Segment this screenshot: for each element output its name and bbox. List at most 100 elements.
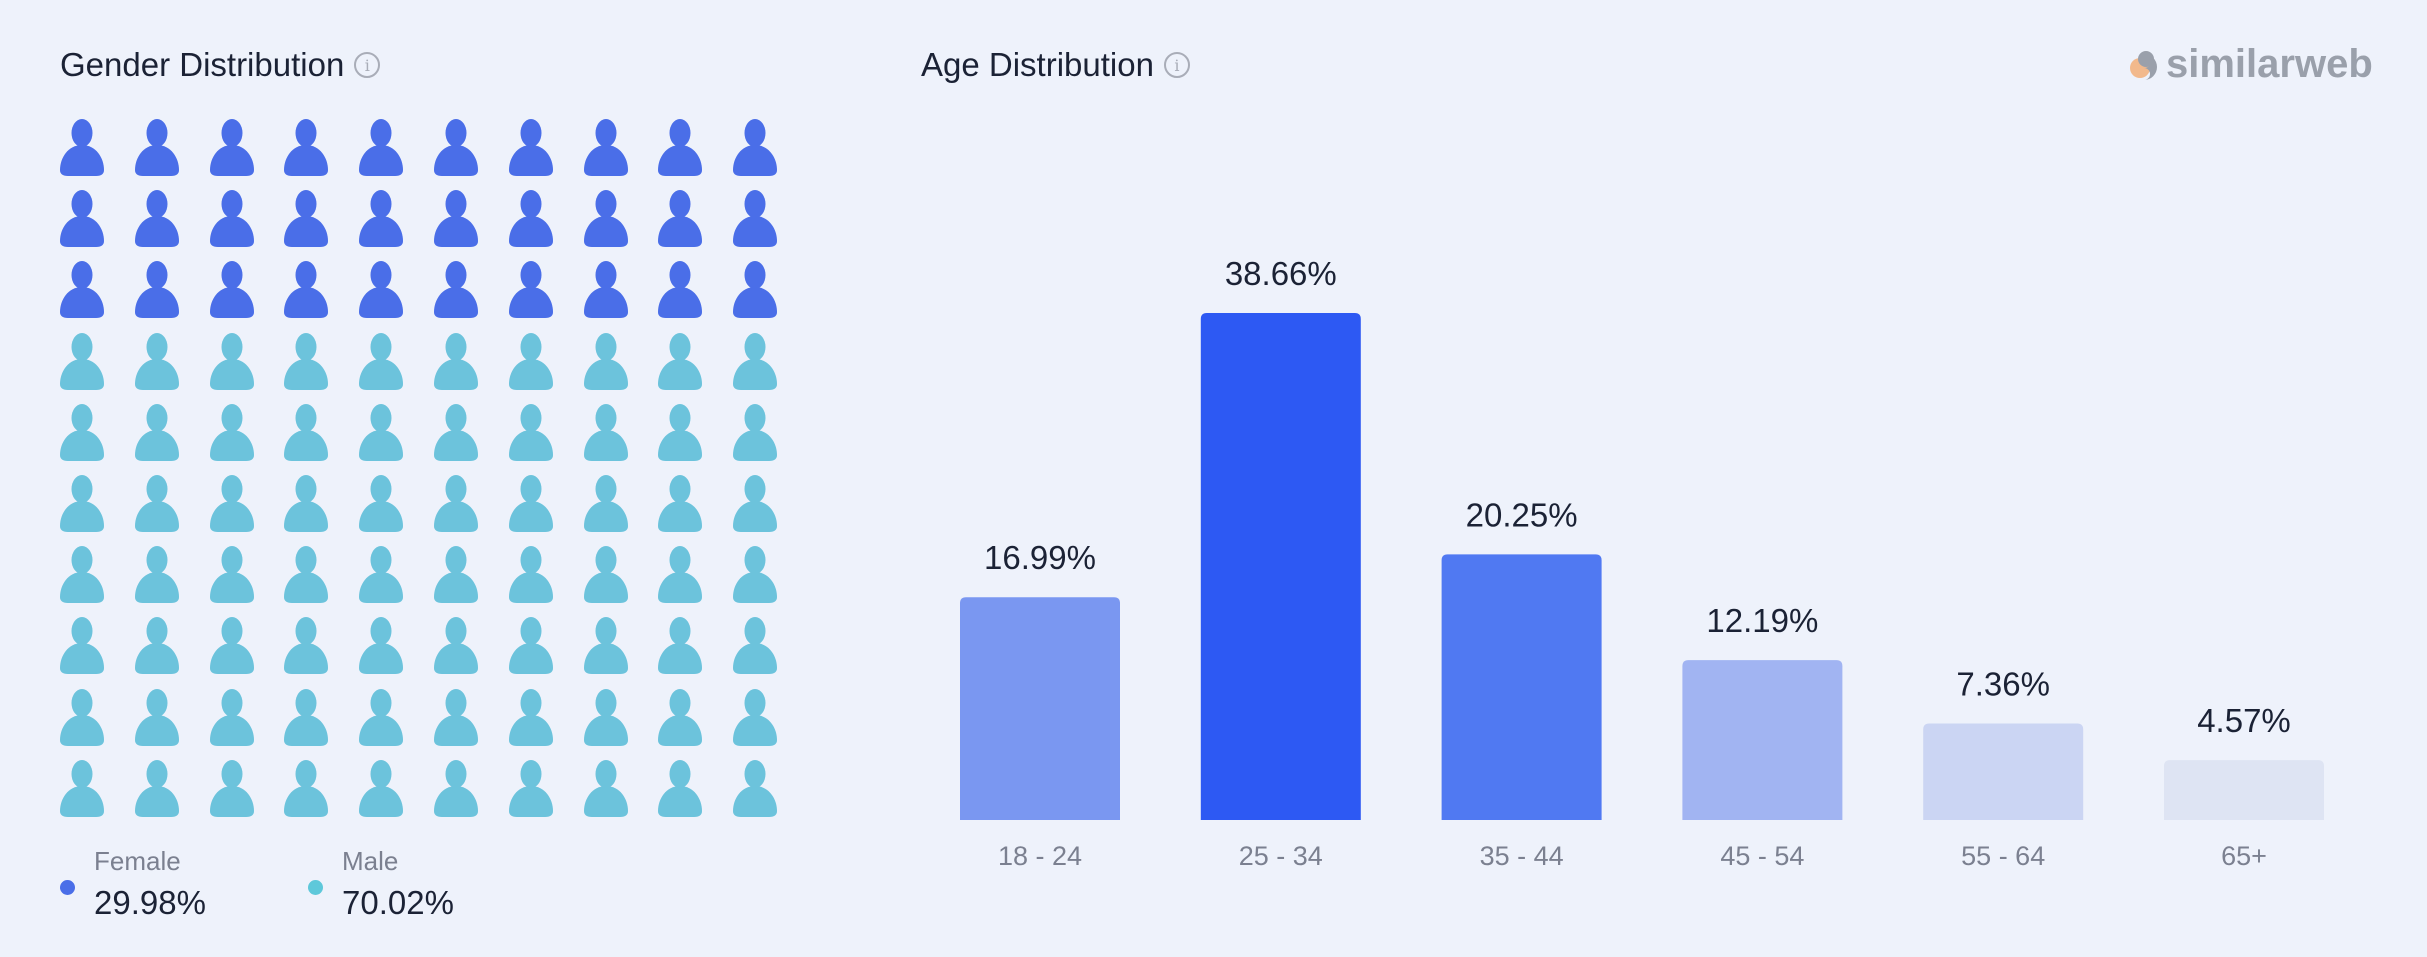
male-person-icon (656, 474, 704, 534)
category-label: 55 - 64 (1961, 841, 2045, 871)
male-person-icon (432, 688, 480, 748)
female-person-icon (58, 189, 106, 249)
female-value: 29.98% (94, 884, 206, 921)
male-person-icon (282, 688, 330, 748)
info-icon[interactable]: i (354, 52, 381, 78)
male-person-icon (731, 332, 779, 392)
male-person-icon (731, 403, 779, 463)
female-person-icon (582, 189, 630, 249)
male-person-icon (582, 616, 630, 676)
category-label: 65+ (2221, 841, 2267, 871)
female-person-icon (357, 189, 405, 249)
male-person-icon (58, 474, 106, 534)
male-person-icon (656, 545, 704, 605)
male-person-icon (582, 474, 630, 534)
logo-text: similarweb (2166, 42, 2373, 86)
info-icon[interactable]: i (1163, 52, 1190, 78)
male-person-icon (656, 759, 704, 819)
female-person-icon (208, 189, 256, 249)
bar-4554[interactable] (1682, 660, 1843, 820)
bar-value-label: 16.99% (984, 539, 1096, 576)
male-person-icon (58, 616, 106, 676)
male-person-icon (58, 332, 106, 392)
male-person-icon (731, 545, 779, 605)
female-person-icon (656, 189, 704, 249)
female-person-icon (208, 260, 256, 320)
male-person-icon (582, 332, 630, 392)
category-label: 25 - 34 (1239, 841, 1323, 871)
female-person-icon (656, 260, 704, 320)
male-person-icon (133, 616, 181, 676)
category-label: 35 - 44 (1480, 841, 1564, 871)
male-person-icon (731, 759, 779, 819)
male-person-icon (58, 403, 106, 463)
male-person-icon (731, 688, 779, 748)
female-person-icon (507, 189, 555, 249)
female-person-icon (133, 189, 181, 249)
bar-3544[interactable] (1441, 554, 1602, 820)
similarweb-logo-icon (2130, 50, 2157, 80)
male-person-icon (133, 474, 181, 534)
category-label: 45 - 54 (1720, 841, 1804, 871)
male-value: 70.02% (342, 884, 454, 921)
male-person-icon (208, 403, 256, 463)
gender-distribution-title: Gender Distribution i (60, 46, 381, 84)
male-dot-icon (308, 880, 323, 895)
similarweb-logo: similarweb (2128, 42, 2373, 87)
female-person-icon (582, 260, 630, 320)
female-person-icon (282, 260, 330, 320)
male-person-icon (282, 759, 330, 819)
male-person-icon (432, 759, 480, 819)
male-person-icon (282, 332, 330, 392)
female-person-icon (507, 118, 555, 178)
bar-2534[interactable] (1200, 313, 1361, 820)
male-person-icon (357, 616, 405, 676)
male-person-icon (133, 688, 181, 748)
female-person-icon (357, 260, 405, 320)
female-person-icon (58, 118, 106, 178)
male-person-icon (208, 474, 256, 534)
male-person-icon (582, 403, 630, 463)
male-person-icon (58, 545, 106, 605)
bar-value-label: 20.25% (1466, 496, 1578, 533)
male-person-icon (507, 688, 555, 748)
male-person-icon (357, 403, 405, 463)
female-dot-icon (60, 880, 75, 895)
female-person-icon (656, 118, 704, 178)
male-person-icon (357, 759, 405, 819)
male-person-icon (432, 616, 480, 676)
male-person-icon (731, 616, 779, 676)
male-person-icon (507, 545, 555, 605)
male-person-icon (282, 545, 330, 605)
female-person-icon (133, 118, 181, 178)
bar-value-label: 4.57% (2197, 702, 2291, 739)
male-person-icon (582, 759, 630, 819)
male-person-icon (432, 403, 480, 463)
male-person-icon (208, 759, 256, 819)
female-person-icon (507, 260, 555, 320)
male-person-icon (208, 332, 256, 392)
male-person-icon (432, 332, 480, 392)
male-person-icon (208, 688, 256, 748)
male-person-icon (133, 403, 181, 463)
bar-65[interactable] (2164, 760, 2324, 820)
male-person-icon (507, 403, 555, 463)
male-person-icon (357, 474, 405, 534)
bar-5564[interactable] (1923, 723, 2084, 820)
male-person-icon (656, 332, 704, 392)
bar-value-label: 38.66% (1225, 255, 1337, 292)
female-person-icon (731, 118, 779, 178)
male-person-icon (507, 759, 555, 819)
category-label: 18 - 24 (998, 841, 1082, 871)
male-person-icon (731, 474, 779, 534)
male-person-icon (656, 403, 704, 463)
bar-1824[interactable] (960, 597, 1120, 820)
age-distribution-title: Age Distribution i (921, 46, 1190, 84)
female-person-icon (58, 260, 106, 320)
male-person-icon (208, 545, 256, 605)
male-person-icon (507, 332, 555, 392)
male-person-icon (208, 616, 256, 676)
male-person-icon (357, 332, 405, 392)
male-person-icon (507, 616, 555, 676)
